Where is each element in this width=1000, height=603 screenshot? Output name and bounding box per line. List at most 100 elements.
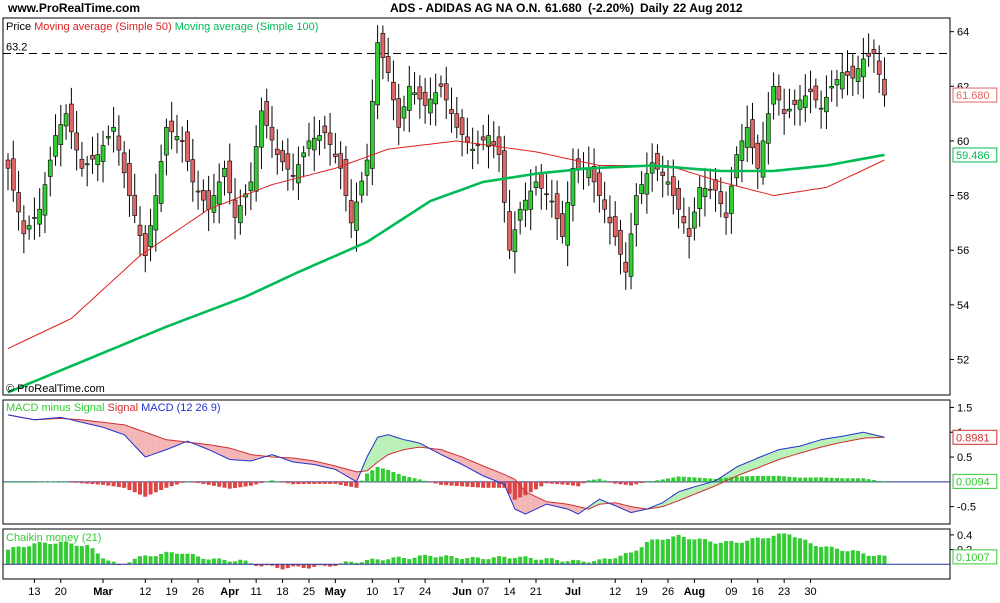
legend-entry: MACD minus Signal [6, 402, 104, 414]
candle-body [227, 160, 233, 194]
candle-body [317, 135, 322, 141]
date-label: 22 Aug 2012 [673, 1, 743, 15]
chaikin-bar [254, 564, 259, 566]
macd-histogram-bar [634, 481, 639, 485]
macd-signal-fill [435, 449, 441, 455]
macd-histogram-bar [343, 481, 348, 486]
macd-histogram-bar [491, 481, 496, 488]
chaikin-bar [702, 539, 707, 565]
chaikin-bar [296, 564, 301, 567]
x-tick-label: 24 [419, 586, 431, 598]
chaikin-bar [607, 558, 612, 565]
macd-signal-fill [219, 446, 225, 457]
candle-body [507, 211, 512, 251]
candle-body [348, 200, 354, 224]
macd-legend: MACD minus Signal Signal MACD (12 26 9) [6, 402, 221, 414]
candle-body [58, 124, 64, 145]
chaikin-bar [148, 556, 153, 565]
chaikin-bar [365, 559, 370, 565]
candle-body [639, 184, 644, 194]
macd-histogram-bar [111, 481, 116, 487]
macd-histogram-bar [132, 481, 137, 493]
chaikin-bar [101, 558, 106, 565]
macd-histogram-bar [159, 481, 164, 491]
chaikin-bar [713, 543, 718, 565]
badge-box [952, 549, 998, 565]
macd-histogram-bar [829, 477, 834, 482]
macd-histogram-bar [349, 481, 354, 487]
candle-body [692, 211, 697, 229]
candle-body [158, 161, 164, 204]
candle-body [422, 91, 428, 106]
macd-signal-fill [578, 506, 584, 515]
candle-body [269, 126, 275, 141]
badge-box [952, 473, 998, 489]
macd-histogram-bar [776, 475, 781, 482]
macd-signal-fill [472, 461, 478, 473]
macd-histogram-bar [433, 481, 438, 484]
candle-body [333, 153, 338, 157]
candle-body [465, 136, 470, 143]
macd-histogram-bar [275, 481, 280, 483]
macd-histogram-bar [227, 481, 232, 489]
macd-signal-fill [404, 439, 410, 450]
candle-body [655, 153, 660, 170]
macd-histogram-bar [148, 481, 153, 495]
candle-body [449, 109, 454, 114]
candle-body [21, 220, 27, 235]
chaikin-bar [333, 564, 338, 566]
macd-histogram-bar [618, 481, 623, 485]
candle-body [623, 261, 629, 273]
chaikin-bar [475, 557, 480, 565]
candle-body [739, 140, 745, 161]
macd-histogram-bar [702, 478, 707, 482]
macd-histogram-bar [32, 481, 37, 483]
badge-label: 59.486 [956, 150, 990, 162]
candle-body [69, 103, 74, 133]
chaikin-bar [534, 559, 538, 565]
candle-body [121, 152, 127, 174]
macd-signal-fill [668, 495, 674, 505]
macd-histogram-bar [85, 481, 90, 484]
macd-histogram-bar [539, 481, 544, 487]
chaikin-bar [90, 548, 95, 565]
macd-signal-fill [488, 468, 494, 481]
macd-histogram-bar [365, 473, 370, 482]
macd-signal-fill [847, 434, 853, 442]
chaikin-bar [856, 550, 861, 565]
chaikin-bar [32, 543, 37, 565]
macd-histogram-bar [375, 466, 380, 482]
macd-histogram-bar [560, 481, 565, 485]
macd-histogram-bar [58, 481, 63, 483]
chaikin-bar [21, 547, 26, 565]
chaikin-bar [159, 553, 164, 565]
last-value-badge: 0.1007 [952, 549, 998, 565]
macd-histogram-bar [206, 481, 211, 485]
site-name[interactable]: www.ProRealTime.com [7, 1, 140, 15]
chaikin-bar [222, 559, 227, 565]
macd-histogram-bar [254, 481, 259, 485]
x-tick-label: 07 [477, 586, 489, 598]
candle-body [750, 119, 755, 149]
chaikin-bar [270, 564, 274, 566]
price-change: (-2.20%) [588, 1, 634, 15]
chaikin-bar [512, 558, 517, 565]
macd-histogram-bar [834, 478, 839, 482]
chaikin-bar [861, 553, 866, 565]
macd-histogram-bar [90, 481, 95, 485]
chaikin-bar [586, 562, 591, 565]
macd-histogram-bar [407, 477, 412, 482]
chaikin-bar [402, 558, 406, 565]
macd-histogram-bar [116, 481, 121, 488]
macd-histogram-bar [586, 480, 591, 482]
x-tick-label: 09 [725, 586, 737, 598]
candle-body [259, 110, 264, 148]
chaikin-bar [460, 559, 465, 565]
candle-body [517, 208, 523, 221]
chaikin-bar [386, 559, 391, 565]
price-y-tick-label: 54 [957, 300, 969, 312]
legend-entry: Moving average (Simple 50) [31, 21, 172, 33]
macd-histogram-bar [354, 481, 359, 488]
macd-histogram-bar [497, 481, 502, 488]
